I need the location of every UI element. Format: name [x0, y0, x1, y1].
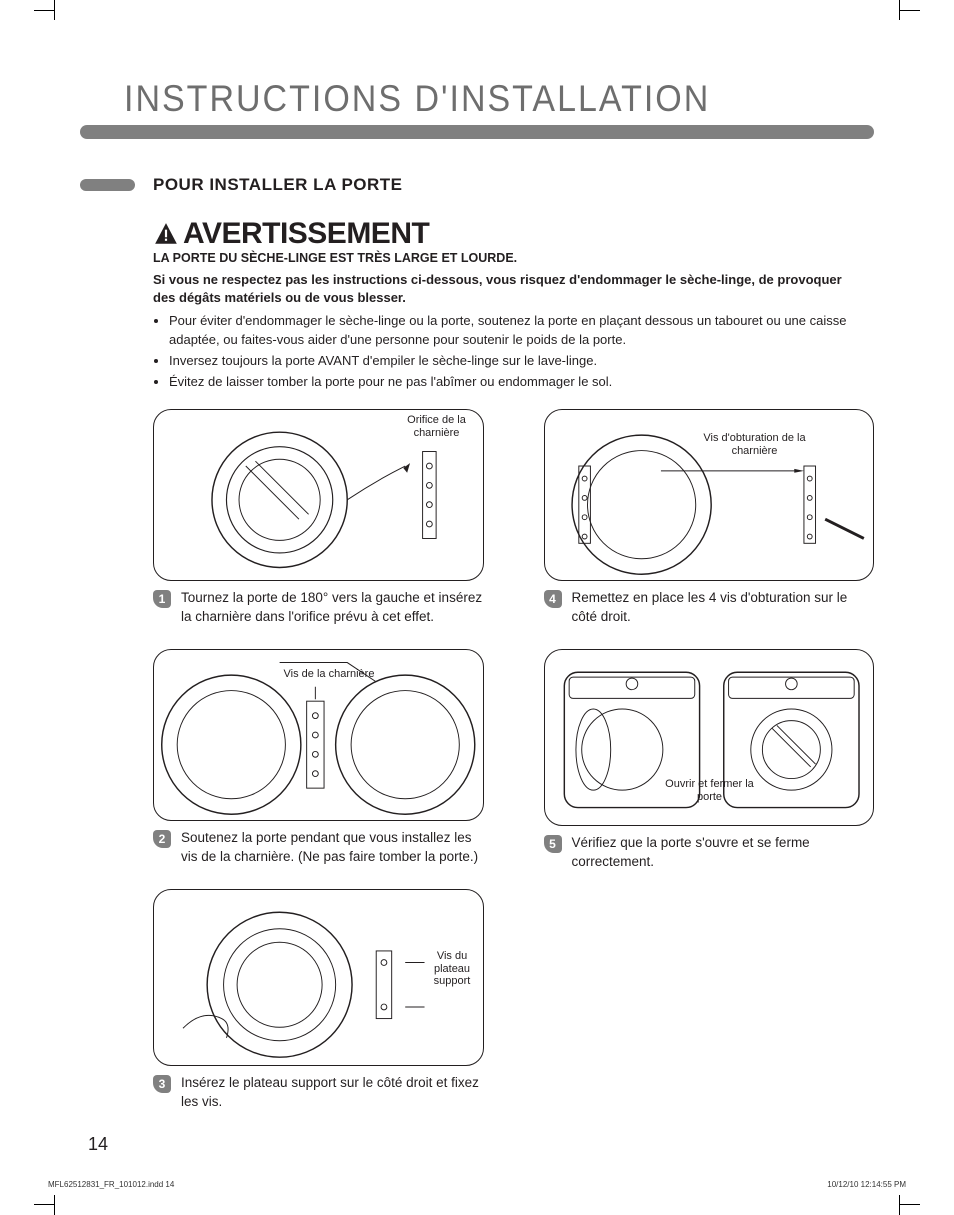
crop-mark: [900, 1204, 920, 1205]
figure-label: Ouvrir et fermer la porte: [660, 778, 760, 803]
page-number: 14: [88, 1134, 108, 1155]
steps-grid: Orifice de la charnière 1 Tournez la por…: [153, 409, 874, 1133]
page: INSTRUCTIONS D'INSTALLATION POUR INSTALL…: [0, 0, 954, 1215]
section-pill-icon: [80, 179, 135, 191]
step-caption: 5 Vérifiez que la porte s'ouvre et se fe…: [544, 834, 875, 872]
content: INSTRUCTIONS D'INSTALLATION POUR INSTALL…: [50, 40, 904, 1134]
step-1: Orifice de la charnière 1 Tournez la por…: [153, 409, 484, 627]
step-4-figure: Vis d'obturation de la charnière: [544, 409, 875, 581]
warning-bullet: Évitez de laisser tomber la porte pour n…: [169, 373, 864, 392]
step-5-figure: Ouvrir et fermer la porte: [544, 649, 875, 826]
step-caption: 3 Insérez le plateau support sur le côté…: [153, 1074, 484, 1112]
step-caption: 2 Soutenez la porte pendant que vous ins…: [153, 829, 484, 867]
page-title: INSTRUCTIONS D'INSTALLATION: [124, 78, 874, 121]
steps-column-right: Vis d'obturation de la charnière 4 Remet…: [544, 409, 875, 1133]
warning-bullet: Inversez toujours la porte AVANT d'empil…: [169, 352, 864, 371]
step-number-badge: 5: [544, 835, 562, 853]
step-number-badge: 1: [153, 590, 171, 608]
figure-label: Vis du plateau support: [426, 950, 478, 988]
step-1-figure: Orifice de la charnière: [153, 409, 484, 581]
warning-bullets: Pour éviter d'endommager le sèche-linge …: [153, 312, 864, 391]
crop-mark: [34, 1204, 54, 1205]
step-text: Soutenez la porte pendant que vous insta…: [181, 829, 484, 867]
figure-label: Orifice de la charnière: [399, 414, 474, 439]
steps-column-left: Orifice de la charnière 1 Tournez la por…: [153, 409, 484, 1133]
footer-filename: MFL62512831_FR_101012.indd 14: [48, 1180, 174, 1189]
step-2: Vis de la charnière 2 Soutenez la porte …: [153, 649, 484, 867]
step-number-badge: 3: [153, 1075, 171, 1093]
step-number-badge: 2: [153, 830, 171, 848]
step-text: Insérez le plateau support sur le côté d…: [181, 1074, 484, 1112]
section-heading-text: POUR INSTALLER LA PORTE: [153, 175, 403, 195]
step-3-figure: Vis du plateau support: [153, 889, 484, 1066]
step-2-figure: Vis de la charnière: [153, 649, 484, 821]
crop-mark: [900, 10, 920, 11]
crop-mark: [899, 1195, 900, 1215]
step-caption: 1 Tournez la porte de 180° vers la gauch…: [153, 589, 484, 627]
warning-block: AVERTISSEMENT LA PORTE DU SÈCHE-LINGE ES…: [153, 217, 864, 391]
footer-timestamp: 10/12/10 12:14:55 PM: [827, 1180, 906, 1189]
step-text: Tournez la porte de 180° vers la gauche …: [181, 589, 484, 627]
step-5: Ouvrir et fermer la porte 5 Vérifiez que…: [544, 649, 875, 872]
step-3: Vis du plateau support 3 Insérez le plat…: [153, 889, 484, 1112]
crop-mark: [54, 1195, 55, 1215]
warning-title-text: AVERTISSEMENT: [183, 217, 429, 251]
warning-paragraph: Si vous ne respectez pas les instruction…: [153, 271, 864, 306]
step-number-badge: 4: [544, 590, 562, 608]
warning-triangle-icon: [153, 221, 179, 247]
warning-bullet: Pour éviter d'endommager le sèche-linge …: [169, 312, 864, 350]
crop-mark: [54, 0, 55, 20]
warning-title: AVERTISSEMENT: [153, 217, 864, 251]
crop-mark: [899, 0, 900, 20]
warning-subtitle: LA PORTE DU SÈCHE-LINGE EST TRÈS LARGE E…: [153, 251, 864, 265]
crop-mark: [34, 10, 54, 11]
step-caption: 4 Remettez en place les 4 vis d'obturati…: [544, 589, 875, 627]
step-4: Vis d'obturation de la charnière 4 Remet…: [544, 409, 875, 627]
step-text: Vérifiez que la porte s'ouvre et se ferm…: [572, 834, 875, 872]
figure-label: Vis de la charnière: [274, 668, 384, 681]
title-underline-bar: [80, 125, 874, 139]
section-heading: POUR INSTALLER LA PORTE: [80, 175, 874, 195]
figure-label: Vis d'obturation de la charnière: [695, 432, 815, 457]
step-text: Remettez en place les 4 vis d'obturation…: [572, 589, 875, 627]
